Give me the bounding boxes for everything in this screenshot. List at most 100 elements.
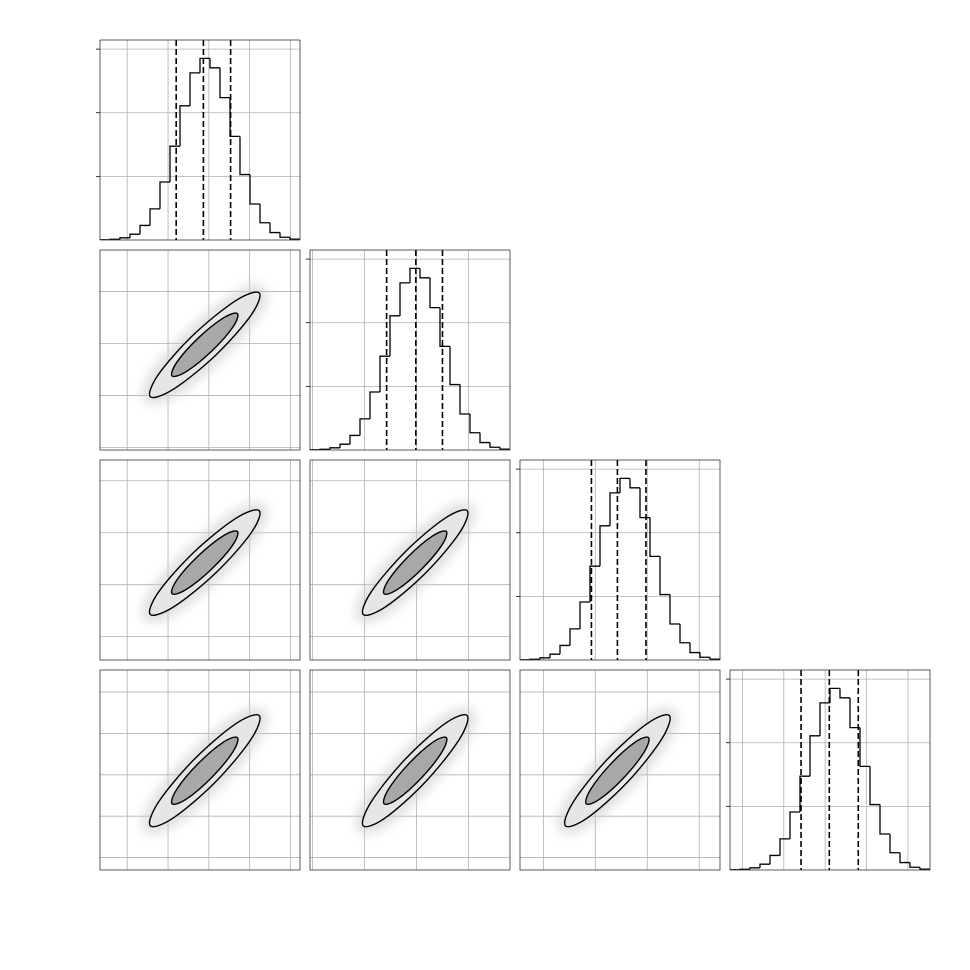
histogram-step <box>189 72 200 106</box>
histogram-step <box>869 766 880 806</box>
histogram-step <box>809 735 820 777</box>
histogram-step <box>799 775 810 812</box>
x-tick-label: −20 <box>447 879 479 911</box>
y-tick-label: −20 <box>65 527 97 559</box>
y-tick-label: −18 <box>65 686 97 718</box>
panel-frame <box>309 249 511 451</box>
y-tick-label: −24 <box>65 579 97 611</box>
panel-frame <box>99 249 301 451</box>
histogram-step <box>699 652 710 658</box>
histogram-step <box>209 58 220 69</box>
histogram-step <box>289 237 300 240</box>
panel-content <box>310 250 510 450</box>
contour <box>382 736 448 806</box>
histogram-step <box>389 315 400 357</box>
histogram-step <box>659 556 670 596</box>
histogram-step <box>849 697 860 729</box>
histogram-step <box>609 492 620 526</box>
y-tick-label: −24 <box>65 769 97 801</box>
x-tick-label: −20 <box>626 879 658 911</box>
histogram-step <box>199 57 210 73</box>
x-tick-label: −30 <box>721 879 753 911</box>
histogram-step <box>619 477 630 493</box>
panel <box>516 459 721 661</box>
x-tick-label: −28 <box>343 879 375 911</box>
panel-frame <box>729 669 931 871</box>
histogram-step <box>889 834 900 854</box>
histogram-step <box>569 628 580 646</box>
histogram-step <box>669 594 680 625</box>
histogram-step <box>219 67 230 99</box>
x-tick-label: −27 <box>762 879 794 911</box>
histogram-step <box>349 434 360 445</box>
y-tick-label: −32 <box>65 442 97 474</box>
histogram-step <box>549 653 560 658</box>
contour <box>170 530 239 595</box>
x-tick-label: −27 <box>106 879 138 911</box>
histogram-step <box>899 852 910 864</box>
panel-content <box>310 460 510 660</box>
panel-frame <box>309 459 511 661</box>
y-tick-label: −24 <box>65 338 97 370</box>
histogram-step <box>119 237 130 240</box>
histogram-step <box>859 727 870 768</box>
histogram-step <box>909 862 920 868</box>
histogram-step <box>709 657 720 660</box>
histogram-step <box>469 414 480 434</box>
histogram-step <box>179 105 190 147</box>
histogram-step <box>479 432 490 444</box>
histogram-step <box>239 136 250 176</box>
panel-frame <box>519 669 721 871</box>
histogram-step <box>339 443 350 448</box>
panel-content <box>100 40 300 240</box>
panel-content: −28 −24 −20 −16 <box>65 460 300 663</box>
panel-content: −32 −28 −24 −20 <box>310 670 510 911</box>
histogram-step <box>459 384 470 415</box>
histogram-step <box>249 174 260 205</box>
x-tick-label: −21 <box>845 879 877 911</box>
histogram-step <box>589 565 600 602</box>
y-tick-label: −28 <box>65 631 97 663</box>
histogram-step <box>229 97 240 138</box>
histogram-step <box>159 181 170 209</box>
panel <box>306 249 511 451</box>
histogram-step <box>329 447 340 450</box>
panel-content <box>520 460 720 660</box>
panel-content: −27 −24 −21 −18 −15−30−27−24−21−18 <box>65 670 300 911</box>
histogram-step <box>629 478 640 489</box>
histogram-step <box>839 688 850 699</box>
histogram-step <box>769 854 780 865</box>
histogram-step <box>579 601 590 629</box>
histogram-step <box>139 224 150 235</box>
panel-frame <box>519 459 721 661</box>
panel-frame <box>99 459 301 661</box>
panel-content: −30 −27 −24 −21 −18 <box>721 670 930 911</box>
panel-content: −28 −24 −20 −16 <box>520 670 720 911</box>
histogram-step <box>819 702 830 736</box>
y-tick-label: −16 <box>65 475 97 507</box>
contour <box>170 312 239 378</box>
x-tick-label: −24 <box>146 879 178 911</box>
y-tick-label: −21 <box>65 728 97 760</box>
histogram-step <box>429 277 440 309</box>
histogram-step <box>679 624 690 644</box>
contour <box>382 530 448 595</box>
x-tick-label: −18 <box>228 879 260 911</box>
panel <box>309 459 511 661</box>
histogram-step <box>439 307 450 348</box>
histogram-step <box>759 863 770 868</box>
contour <box>170 736 239 806</box>
histogram-step <box>449 346 460 386</box>
x-tick-label: −16 <box>678 879 710 911</box>
histogram-step <box>749 867 760 870</box>
panel: −30 −27 −24 −21 −18 <box>721 669 931 911</box>
panel-frame <box>309 669 511 871</box>
contour <box>585 736 650 806</box>
y-tick-label: −28 <box>65 390 97 422</box>
x-tick-label: −24 <box>395 879 427 911</box>
y-tick-label: −30 <box>65 852 97 884</box>
histogram-step <box>129 233 140 238</box>
y-tick-label: −27 <box>65 811 97 843</box>
histogram-step <box>539 657 550 660</box>
x-tick-label: −18 <box>886 879 918 911</box>
